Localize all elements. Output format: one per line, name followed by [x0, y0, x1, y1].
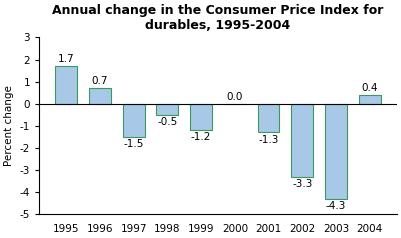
Text: -0.5: -0.5 [157, 117, 178, 127]
Y-axis label: Percent change: Percent change [4, 85, 14, 166]
Text: -3.3: -3.3 [292, 179, 312, 189]
Bar [325, 104, 347, 199]
Text: 0.0: 0.0 [227, 92, 243, 102]
Bar [55, 66, 77, 104]
Bar [123, 104, 145, 137]
Text: 0.4: 0.4 [361, 83, 378, 93]
Bar [89, 88, 111, 104]
Text: -1.3: -1.3 [258, 135, 279, 145]
Bar [257, 104, 279, 132]
Bar [291, 104, 313, 177]
Text: -1.5: -1.5 [124, 139, 144, 149]
Title: Annual change in the Consumer Price Index for
durables, 1995-2004: Annual change in the Consumer Price Inde… [52, 4, 384, 32]
Bar [190, 104, 212, 130]
Text: 1.7: 1.7 [58, 54, 75, 64]
Bar [358, 95, 381, 104]
Text: -1.2: -1.2 [191, 132, 211, 142]
Bar [156, 104, 178, 115]
Text: 0.7: 0.7 [92, 76, 108, 86]
Text: -4.3: -4.3 [326, 201, 346, 211]
